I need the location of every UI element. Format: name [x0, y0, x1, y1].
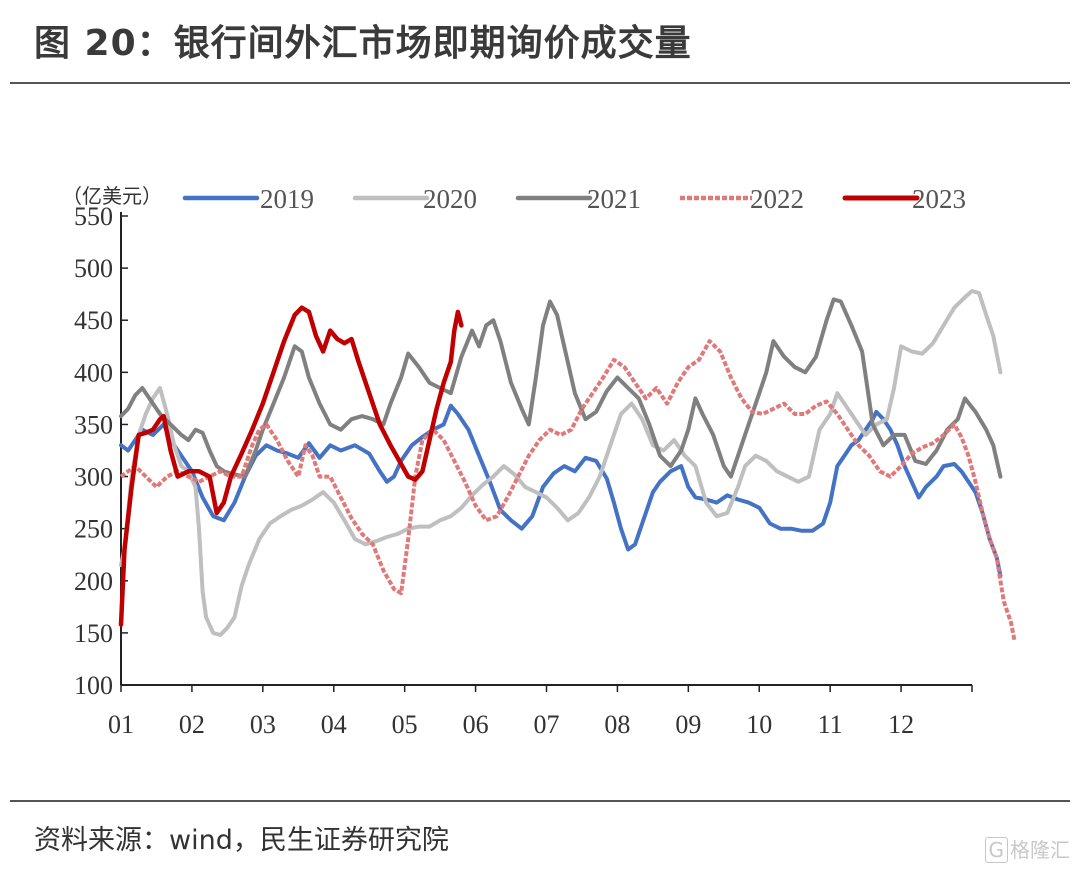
series-line-2020 — [119, 289, 1003, 637]
y-tick-label: 550 — [74, 202, 113, 231]
x-tick-label: 01 — [108, 710, 134, 739]
x-tick-label: 06 — [463, 710, 489, 739]
y-tick-label: 100 — [74, 671, 113, 700]
x-tick-label: 08 — [604, 710, 630, 739]
line-chart: （亿美元） 2019 2020 2021 2022 2023 100 150 200 250 3… — [62, 184, 1017, 739]
series-line-2022 — [119, 339, 1017, 642]
y-tick-label: 350 — [74, 410, 113, 439]
x-tick-label: 03 — [250, 710, 276, 739]
y-tick-label: 300 — [74, 463, 113, 492]
chart-legend: 2019 2020 2021 2022 2023 — [182, 184, 966, 214]
y-tick-label: 250 — [74, 515, 113, 544]
x-tick-label: 12 — [888, 710, 914, 739]
x-tick-label: 11 — [818, 710, 843, 739]
legend-label-2020: 2020 — [423, 184, 477, 214]
y-tick-label: 450 — [74, 306, 113, 335]
watermark-text: 格隆汇 — [1010, 838, 1070, 862]
page-title: 图 20：银行间外汇市场即期询价成交量 — [34, 23, 692, 64]
legend-label-2021: 2021 — [587, 184, 641, 214]
legend-label-2019: 2019 — [260, 184, 314, 214]
watermark-logo-icon: G — [984, 837, 1008, 863]
chart-axes: 100 150 200 250 300 350 400 450 500 550 01 02 03 04 05… — [74, 202, 973, 739]
y-tick-label: 500 — [74, 254, 113, 283]
x-tick-label: 02 — [179, 710, 205, 739]
legend-label-2022: 2022 — [750, 184, 804, 214]
title-divider — [10, 82, 1070, 84]
y-tick-label: 150 — [74, 619, 113, 648]
x-tick-label: 04 — [321, 710, 347, 739]
y-axis-unit-label: （亿美元） — [62, 184, 162, 208]
series-line-2023 — [118, 305, 464, 627]
x-tick-label: 09 — [675, 710, 701, 739]
y-tick-label: 200 — [74, 567, 113, 596]
source-note: 资料来源：wind，民生证券研究院 — [34, 825, 449, 856]
x-tick-label: 07 — [534, 710, 560, 739]
y-tick-label: 400 — [74, 358, 113, 387]
x-tick-label: 10 — [746, 710, 772, 739]
watermark: G 格隆汇 — [984, 834, 1070, 863]
legend-label-2023: 2023 — [912, 184, 966, 214]
x-tick-label: 05 — [392, 710, 418, 739]
footer-divider — [10, 800, 1070, 802]
series-line-2021 — [119, 297, 1003, 479]
chart-series-layer — [118, 289, 1017, 642]
